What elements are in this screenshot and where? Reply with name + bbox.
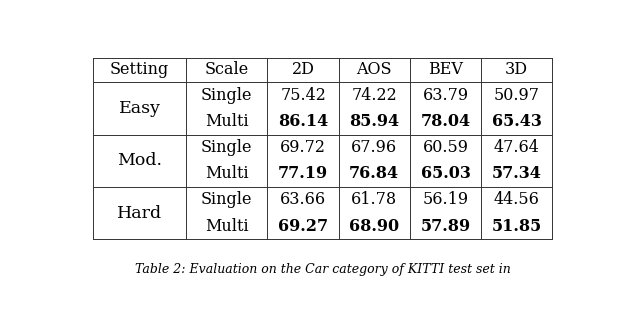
Text: 67.96: 67.96 bbox=[352, 139, 398, 156]
Text: 75.42: 75.42 bbox=[280, 87, 326, 104]
Text: Single: Single bbox=[201, 192, 253, 208]
Text: 78.04: 78.04 bbox=[420, 113, 471, 130]
Text: 68.90: 68.90 bbox=[349, 218, 399, 235]
Text: Scale: Scale bbox=[205, 61, 249, 78]
Text: 69.72: 69.72 bbox=[280, 139, 326, 156]
Text: Multi: Multi bbox=[205, 218, 248, 235]
Text: 56.19: 56.19 bbox=[423, 192, 469, 208]
Text: AOS: AOS bbox=[357, 61, 392, 78]
Text: 63.79: 63.79 bbox=[423, 87, 469, 104]
Text: 65.03: 65.03 bbox=[421, 165, 471, 182]
Text: 3D: 3D bbox=[505, 61, 528, 78]
Text: Single: Single bbox=[201, 139, 253, 156]
Text: Setting: Setting bbox=[110, 61, 169, 78]
Text: 86.14: 86.14 bbox=[278, 113, 328, 130]
Text: Multi: Multi bbox=[205, 165, 248, 182]
Text: 51.85: 51.85 bbox=[491, 218, 542, 235]
Text: Easy: Easy bbox=[118, 100, 161, 117]
Text: 2D: 2D bbox=[292, 61, 314, 78]
Text: 77.19: 77.19 bbox=[278, 165, 328, 182]
Text: 57.34: 57.34 bbox=[492, 165, 542, 182]
Text: 44.56: 44.56 bbox=[494, 192, 540, 208]
Text: 65.43: 65.43 bbox=[492, 113, 542, 130]
Text: 60.59: 60.59 bbox=[423, 139, 469, 156]
Text: 61.78: 61.78 bbox=[352, 192, 398, 208]
Text: 50.97: 50.97 bbox=[494, 87, 540, 104]
Text: Multi: Multi bbox=[205, 113, 248, 130]
Text: Table 2: Evaluation on the Car category of KITTI test set in: Table 2: Evaluation on the Car category … bbox=[135, 263, 511, 277]
Text: 85.94: 85.94 bbox=[349, 113, 399, 130]
Text: Hard: Hard bbox=[117, 205, 162, 221]
Text: 47.64: 47.64 bbox=[494, 139, 540, 156]
Text: 63.66: 63.66 bbox=[280, 192, 326, 208]
Text: Single: Single bbox=[201, 87, 253, 104]
Text: Mod.: Mod. bbox=[117, 152, 162, 169]
Text: 76.84: 76.84 bbox=[349, 165, 399, 182]
Text: 57.89: 57.89 bbox=[420, 218, 471, 235]
Text: 74.22: 74.22 bbox=[352, 87, 397, 104]
Text: 69.27: 69.27 bbox=[278, 218, 328, 235]
Text: BEV: BEV bbox=[428, 61, 463, 78]
